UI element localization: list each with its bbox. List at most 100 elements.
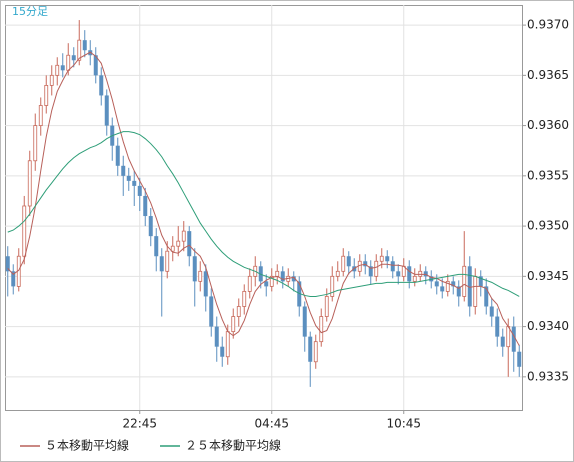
candle-body	[5, 256, 10, 272]
marks	[5, 20, 522, 387]
candle-body	[346, 256, 351, 267]
candle-body	[209, 296, 214, 327]
candle-body	[269, 275, 274, 287]
candle-body	[434, 281, 439, 287]
candle-body	[423, 271, 428, 277]
candle-body	[214, 326, 219, 347]
candle-body	[60, 65, 65, 71]
candle-body	[187, 231, 192, 257]
candle-body	[121, 165, 126, 176]
candle-body	[280, 271, 285, 282]
candle-body	[137, 185, 142, 196]
x-tick-label: 22:45	[122, 417, 157, 431]
candle-body	[242, 291, 247, 307]
candle-body	[143, 195, 148, 217]
candle-body	[324, 296, 329, 317]
candle-body	[148, 216, 153, 237]
candle-body	[231, 316, 236, 333]
legend-label: ２５本移動平均線	[185, 438, 281, 453]
candle-body	[71, 55, 76, 61]
ma-line	[7, 131, 520, 297]
plot-area	[5, 5, 523, 411]
candle-body	[49, 74, 54, 86]
x-tick-label: 10:45	[386, 417, 421, 431]
candle-body	[385, 256, 390, 262]
candle-body	[478, 276, 483, 287]
candle-body	[330, 275, 335, 297]
candle-body	[159, 256, 164, 272]
candle-body	[390, 261, 395, 272]
candle-body	[473, 275, 478, 307]
candle-body	[165, 250, 170, 272]
ma-line	[7, 51, 520, 346]
candle-body	[456, 286, 461, 297]
candle-body	[462, 265, 467, 297]
candle-body	[198, 270, 203, 282]
candle-body	[126, 175, 131, 181]
candle-body	[203, 271, 208, 297]
candle-body	[379, 255, 384, 262]
candle-body	[220, 346, 225, 357]
candle-body	[407, 266, 412, 282]
y-tick-label: 0.9340	[527, 319, 569, 333]
candle-body	[275, 270, 280, 277]
candle-body	[132, 180, 137, 186]
candle-body	[181, 230, 186, 242]
candle-body	[517, 351, 522, 367]
candle-body	[55, 64, 60, 76]
y-tick-label: 0.9355	[527, 168, 569, 182]
candle-body	[77, 39, 82, 61]
candle-body	[374, 260, 379, 277]
y-tick-label: 0.9360	[527, 118, 569, 132]
candle-body	[511, 326, 516, 352]
candle-body	[341, 255, 346, 272]
candle-body	[440, 286, 445, 292]
y-tick-label: 0.9350	[527, 219, 569, 233]
candle-body	[22, 205, 27, 257]
candle-body	[396, 271, 401, 277]
y-tick-label: 0.9335	[527, 369, 569, 383]
y-tick-label: 0.9370	[527, 18, 569, 32]
candle-body	[291, 276, 296, 282]
candle-body	[154, 236, 159, 257]
candle-body	[451, 281, 456, 287]
candle-body	[115, 145, 120, 166]
candle-body	[192, 256, 197, 282]
legend-label: ５本移動平均線	[45, 438, 129, 453]
candle-body	[335, 270, 340, 277]
candle-body	[302, 306, 307, 337]
candle-body	[170, 245, 175, 252]
candle-body	[236, 306, 241, 317]
candle-body	[82, 40, 87, 51]
candle-body	[104, 95, 109, 126]
candle-body	[308, 336, 313, 362]
candle-body	[27, 160, 32, 207]
x-tick-label: 04:45	[254, 417, 289, 431]
candle-body	[313, 341, 318, 363]
candle-body	[176, 240, 181, 247]
candle-body	[38, 105, 43, 126]
candle-body	[418, 270, 423, 277]
candle-body	[467, 266, 472, 307]
candle-body	[319, 316, 324, 343]
candle-body	[368, 266, 373, 277]
y-tick-label: 0.9365	[527, 68, 569, 82]
candle-body	[506, 326, 511, 348]
y-tick-label: 0.9345	[527, 269, 569, 283]
candle-body	[412, 275, 417, 282]
candle-body	[489, 306, 494, 317]
candle-body	[445, 280, 450, 292]
candle-body	[93, 55, 98, 76]
candle-body	[44, 84, 49, 106]
candle-body	[500, 336, 505, 347]
candle-body	[225, 331, 230, 358]
candle-body	[66, 54, 71, 71]
candle-body	[484, 286, 489, 307]
candle-body	[11, 271, 16, 287]
candle-body	[247, 275, 252, 292]
candle-body	[264, 281, 269, 287]
candle-body	[33, 125, 38, 162]
candle-body	[495, 316, 500, 337]
timeframe: 15分足	[12, 5, 48, 18]
